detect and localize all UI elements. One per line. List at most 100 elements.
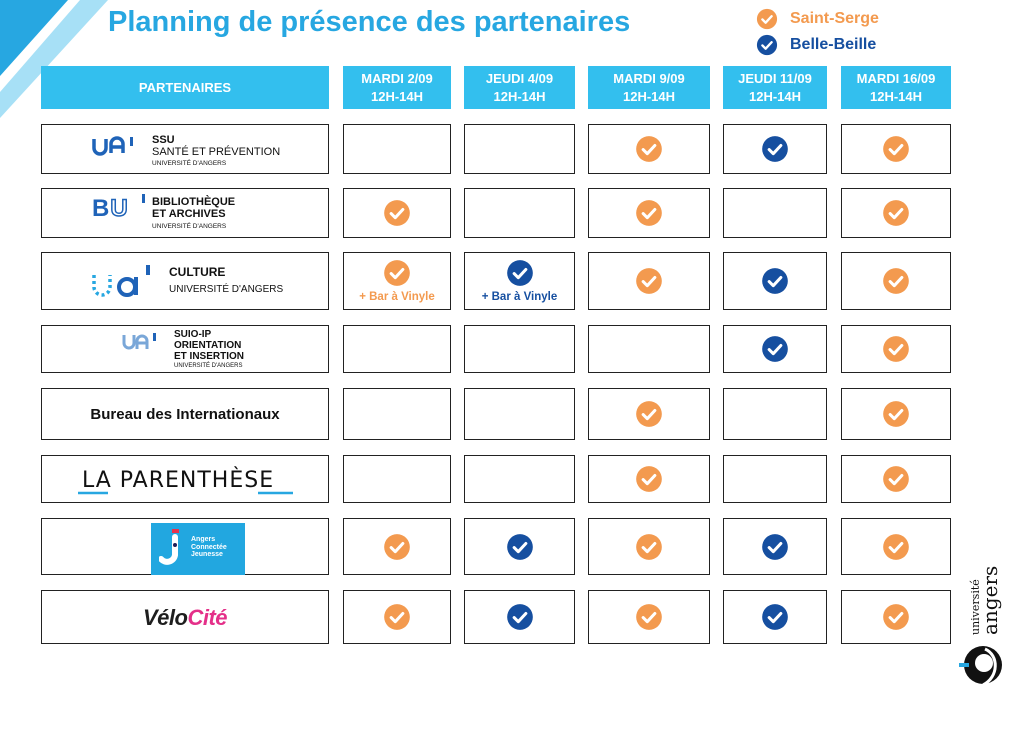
check-badge-orange-icon <box>636 466 662 492</box>
legend-label: Saint-Serge <box>790 10 879 27</box>
partner-angers-connectee-jeunesse: Angers Connectée Jeunesse <box>41 518 329 575</box>
check-badge-orange-icon <box>636 136 662 162</box>
header-time-label: 12H-14H <box>493 88 546 104</box>
header-day-3: MARDI 9/09 12H-14H <box>588 66 710 109</box>
presence-cell <box>588 388 710 440</box>
presence-cell <box>588 325 710 373</box>
check-badge-blue-icon <box>506 533 533 560</box>
check-badge-orange-icon <box>883 200 909 226</box>
presence-cell: + Bar à Vinyle <box>343 252 451 310</box>
presence-cell <box>723 124 827 174</box>
ua-logo-icon <box>122 333 156 350</box>
presence-cell <box>723 590 827 644</box>
check-badge-orange-icon <box>384 533 410 560</box>
header-day-4: JEUDI 11/09 12H-14H <box>723 66 827 109</box>
check-badge-orange-icon <box>384 604 410 630</box>
header-time-label: 12H-14H <box>869 88 923 104</box>
legend-item-belle-beille: Belle-Beille <box>756 32 879 58</box>
partner-suio-ip: SUIO-IP ORIENTATION ET INSERTION UNIVERS… <box>41 325 329 373</box>
check-badge-orange-icon <box>636 401 662 427</box>
presence-cell <box>841 325 951 373</box>
header-partners: PARTENAIRES <box>41 66 329 109</box>
presence-note: + Bar à Vinyle <box>481 291 558 303</box>
check-badge-orange-icon <box>883 533 909 560</box>
header-day-label: JEUDI 4/09 <box>485 70 554 86</box>
presence-cell <box>343 518 451 575</box>
header-day-label: MARDI 2/09 <box>361 70 433 86</box>
partner-line: UNIVERSITÉ D'ANGERS <box>169 284 284 295</box>
check-badge-orange-icon <box>756 8 778 30</box>
check-badge-orange-icon <box>883 604 909 630</box>
header-day-label: MARDI 16/09 <box>856 70 936 86</box>
velocite-name-part: Vélo <box>142 605 188 630</box>
partner-name: Bureau des Internationaux <box>90 405 280 423</box>
legend-item-saint-serge: Saint-Serge <box>756 6 879 32</box>
presence-cell <box>723 518 827 575</box>
presence-cell <box>588 590 710 644</box>
presence-cell <box>464 388 575 440</box>
check-badge-blue-icon <box>506 604 533 630</box>
ua-culture-logo-icon <box>92 265 150 297</box>
partner-velocite: VéloCité <box>41 590 329 644</box>
presence-cell <box>464 124 575 174</box>
presence-cell: + Bar à Vinyle <box>464 252 575 310</box>
check-badge-blue-icon <box>762 268 788 294</box>
partner-line: BIBLIOTHÈQUE <box>152 196 236 208</box>
presence-cell <box>841 388 951 440</box>
partner-line: SANTÉ ET PRÉVENTION <box>152 146 281 158</box>
univ-logo-text: université <box>969 579 982 635</box>
partner-line: UNIVERSITÉ D'ANGERS <box>152 223 227 230</box>
partner-ssu: SSU SANTÉ ET PRÉVENTION UNIVERSITÉ D'ANG… <box>41 124 329 174</box>
presence-cell <box>841 252 951 310</box>
velocite-name-part: Cité <box>187 605 228 630</box>
presence-cell <box>464 188 575 238</box>
partner-name: LA PARENTHÈSE <box>82 468 275 493</box>
acj-j-icon <box>159 529 179 565</box>
presence-cell <box>343 388 451 440</box>
partner-bureau-internationaux: Bureau des Internationaux <box>41 388 329 440</box>
presence-cell <box>723 388 827 440</box>
presence-cell <box>723 252 827 310</box>
presence-note: + Bar à Vinyle <box>359 291 435 303</box>
partner-line: ET INSERTION <box>174 351 245 362</box>
partner-bu: BU BIBLIOTHÈQUE ET ARCHIVES UNIVERSITÉ D… <box>41 188 329 238</box>
check-badge-orange-icon <box>883 401 909 427</box>
check-badge-orange-icon <box>384 260 410 286</box>
presence-cell <box>723 455 827 503</box>
partner-line: UNIVERSITÉ D'ANGERS <box>174 363 243 369</box>
header-partners-label: PARTENAIRES <box>138 79 232 95</box>
check-badge-orange-icon <box>883 336 909 362</box>
presence-cell <box>588 124 710 174</box>
check-badge-blue-icon <box>756 34 778 56</box>
presence-cell <box>343 325 451 373</box>
partner-line: ORIENTATION <box>174 340 242 351</box>
check-badge-orange-icon <box>636 604 662 630</box>
check-badge-orange-icon <box>883 268 909 294</box>
presence-cell <box>588 188 710 238</box>
presence-cell <box>841 518 951 575</box>
parenthese-underline-icon <box>78 491 293 495</box>
presence-cell <box>841 188 951 238</box>
univ-logo-text: angers <box>978 566 1002 635</box>
partner-line: CULTURE <box>169 265 226 279</box>
ua-logo-icon <box>92 136 133 156</box>
check-badge-blue-icon <box>762 336 788 362</box>
check-badge-orange-icon <box>883 466 909 492</box>
presence-cell <box>841 455 951 503</box>
partner-line: SSU <box>152 134 175 146</box>
presence-cell <box>588 455 710 503</box>
presence-cell <box>588 518 710 575</box>
presence-cell <box>841 124 951 174</box>
partner-la-parenthese: LA PARENTHÈSE <box>41 455 329 503</box>
velocite-logo: VéloCité <box>42 605 328 631</box>
page-title: Planning de présence des partenaires <box>108 6 631 38</box>
header-time-label: 12H-14H <box>370 88 424 104</box>
header-day-1: MARDI 2/09 12H-14H <box>343 66 451 109</box>
corner-decoration <box>0 0 108 118</box>
check-badge-blue-icon <box>762 533 788 560</box>
check-badge-orange-icon <box>883 136 909 162</box>
check-badge-blue-icon <box>506 260 533 286</box>
header-day-label: JEUDI 11/09 <box>738 70 812 86</box>
check-badge-orange-icon <box>384 200 410 226</box>
header-time-label: 12H-14H <box>622 88 676 104</box>
